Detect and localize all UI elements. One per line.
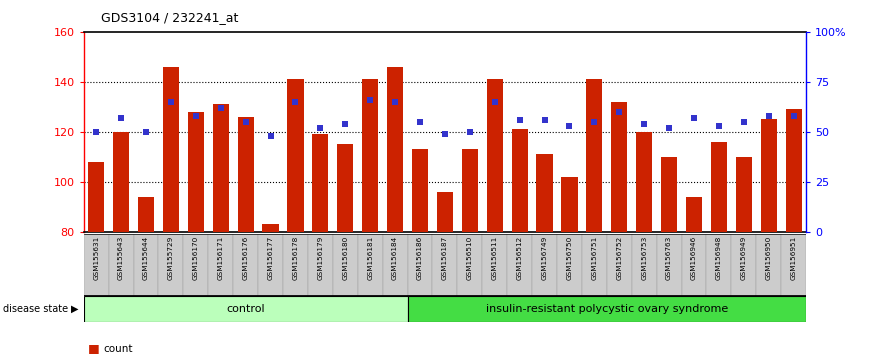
Bar xyxy=(113,132,130,232)
Bar xyxy=(84,234,108,296)
Text: GSM156511: GSM156511 xyxy=(492,235,498,280)
Bar xyxy=(532,234,557,296)
Bar xyxy=(337,144,353,232)
Text: GSM156950: GSM156950 xyxy=(766,235,772,280)
Bar xyxy=(159,234,183,296)
Text: GSM156752: GSM156752 xyxy=(617,235,622,280)
Text: GSM156750: GSM156750 xyxy=(566,235,573,280)
Text: GSM156951: GSM156951 xyxy=(790,235,796,280)
Bar xyxy=(412,149,428,232)
Text: GSM156184: GSM156184 xyxy=(392,235,398,280)
Bar xyxy=(582,234,607,296)
Bar xyxy=(731,234,756,296)
Bar xyxy=(682,234,707,296)
Bar xyxy=(312,135,329,232)
Bar xyxy=(263,224,278,232)
Text: GSM156510: GSM156510 xyxy=(467,235,473,280)
Bar xyxy=(183,234,208,296)
Text: disease state: disease state xyxy=(3,304,68,314)
Bar xyxy=(632,234,656,296)
Bar xyxy=(387,67,403,232)
Text: GSM156176: GSM156176 xyxy=(242,235,248,280)
Text: GSM156171: GSM156171 xyxy=(218,235,224,280)
Bar xyxy=(362,79,378,232)
Bar xyxy=(656,234,682,296)
Bar xyxy=(163,67,179,232)
Bar xyxy=(636,132,652,232)
Bar xyxy=(137,197,154,232)
Text: GSM156763: GSM156763 xyxy=(666,235,672,280)
Text: GSM156186: GSM156186 xyxy=(417,235,423,280)
Bar xyxy=(208,234,233,296)
Bar xyxy=(607,234,632,296)
Bar xyxy=(512,129,528,232)
Text: GSM156178: GSM156178 xyxy=(292,235,299,280)
Bar xyxy=(586,79,603,232)
Text: GSM156946: GSM156946 xyxy=(691,235,697,280)
Bar xyxy=(786,109,802,232)
Text: GSM155644: GSM155644 xyxy=(143,235,149,280)
Bar xyxy=(382,234,408,296)
Bar xyxy=(507,234,532,296)
Bar xyxy=(287,79,304,232)
Bar xyxy=(736,157,751,232)
Bar xyxy=(457,234,482,296)
Bar xyxy=(561,177,578,232)
Text: GSM156177: GSM156177 xyxy=(268,235,273,280)
Bar xyxy=(433,234,457,296)
Bar xyxy=(333,234,358,296)
Bar xyxy=(258,234,283,296)
Text: ▶: ▶ xyxy=(71,304,78,314)
Bar xyxy=(212,104,229,232)
Bar xyxy=(238,117,254,232)
Text: GSM156512: GSM156512 xyxy=(516,235,522,280)
Text: GSM156948: GSM156948 xyxy=(716,235,722,280)
Bar xyxy=(711,142,727,232)
Bar xyxy=(661,157,677,232)
Bar xyxy=(756,234,781,296)
Bar xyxy=(188,112,204,232)
Text: GSM155631: GSM155631 xyxy=(93,235,100,280)
Text: GSM156170: GSM156170 xyxy=(193,235,199,280)
Bar xyxy=(462,149,478,232)
Text: GSM155643: GSM155643 xyxy=(118,235,124,280)
Text: GSM156949: GSM156949 xyxy=(741,235,747,280)
Text: count: count xyxy=(103,344,132,354)
Text: GSM156753: GSM156753 xyxy=(641,235,648,280)
Bar xyxy=(134,234,159,296)
Bar xyxy=(760,119,777,232)
Text: GSM156749: GSM156749 xyxy=(542,235,548,280)
Bar xyxy=(557,234,582,296)
Bar xyxy=(686,197,702,232)
Bar xyxy=(486,79,503,232)
Bar xyxy=(707,234,731,296)
Bar xyxy=(108,234,134,296)
Bar xyxy=(437,192,453,232)
Text: GDS3104 / 232241_at: GDS3104 / 232241_at xyxy=(101,11,239,24)
Bar xyxy=(84,296,408,322)
Bar xyxy=(408,296,806,322)
Bar xyxy=(482,234,507,296)
Text: GSM155729: GSM155729 xyxy=(168,235,174,280)
Text: GSM156751: GSM156751 xyxy=(591,235,597,280)
Bar xyxy=(611,102,627,232)
Bar xyxy=(781,234,806,296)
Text: control: control xyxy=(226,304,265,314)
Bar xyxy=(408,234,433,296)
Bar xyxy=(537,154,552,232)
Text: GSM156179: GSM156179 xyxy=(317,235,323,280)
Bar xyxy=(307,234,333,296)
Text: GSM156187: GSM156187 xyxy=(442,235,448,280)
Bar xyxy=(233,234,258,296)
Text: insulin-resistant polycystic ovary syndrome: insulin-resistant polycystic ovary syndr… xyxy=(485,304,728,314)
Text: GSM156180: GSM156180 xyxy=(342,235,348,280)
Bar xyxy=(88,162,104,232)
Bar xyxy=(283,234,307,296)
Text: ■: ■ xyxy=(88,342,100,354)
Text: GSM156181: GSM156181 xyxy=(367,235,374,280)
Bar xyxy=(358,234,382,296)
